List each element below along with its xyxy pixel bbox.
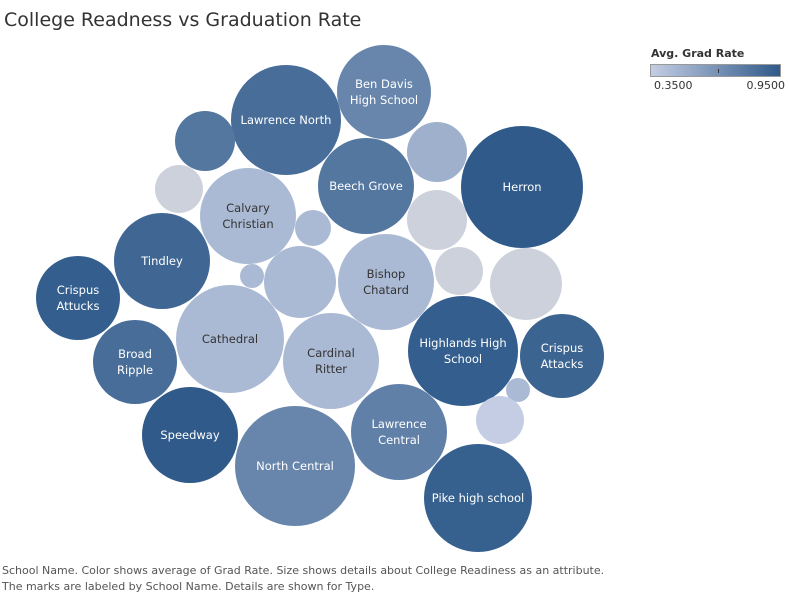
legend-min-label: 0.3500	[654, 79, 693, 92]
bubble-mark[interactable]: Lawrence Central	[351, 384, 447, 480]
bubble-mark[interactable]: Pike high school	[424, 444, 532, 552]
bubble-mark[interactable]: Lawrence North	[231, 65, 341, 175]
bubble-label: Pike high school	[432, 491, 524, 505]
bubble-mark[interactable]	[264, 246, 336, 318]
bubble-mark[interactable]	[490, 248, 562, 320]
chart-footer: School Name. Color shows average of Grad…	[2, 563, 604, 595]
bubble-mark[interactable]: Herron	[461, 126, 583, 248]
bubble-label: Tindley	[140, 254, 183, 268]
bubble-label: Ritter	[315, 362, 347, 376]
bubble-circle[interactable]	[175, 111, 235, 171]
legend-labels: 0.3500 0.9500	[650, 69, 785, 93]
bubble-label: Highlands High	[419, 336, 506, 350]
bubble-label: Ripple	[117, 363, 153, 377]
legend-max-label: 0.9500	[746, 79, 786, 92]
bubble-circle[interactable]	[36, 256, 120, 340]
bubble-circle[interactable]	[407, 190, 467, 250]
bubble-mark[interactable]	[407, 122, 467, 182]
bubble-mark[interactable]: Ben Davis High School	[337, 45, 431, 139]
bubble-label: Cathedral	[202, 332, 258, 346]
bubble-label: Beech Grove	[329, 179, 403, 193]
bubble-circle[interactable]	[318, 138, 414, 234]
bubble-mark[interactable]: Crispus Attucks	[36, 256, 120, 340]
bubble-mark[interactable]	[175, 111, 235, 171]
bubble-circle[interactable]	[506, 378, 530, 402]
bubble-label: Attucks	[57, 299, 100, 313]
bubble-label: Broad	[118, 347, 152, 361]
bubble-mark[interactable]	[407, 190, 467, 250]
bubble-mark[interactable]: North Central	[235, 406, 355, 526]
bubble-label: School	[444, 352, 482, 366]
bubble-label: Herron	[502, 180, 541, 194]
bubble-circle[interactable]	[424, 444, 532, 552]
bubble-label: Bishop	[367, 267, 406, 281]
bubble-circle[interactable]	[490, 248, 562, 320]
bubble-label: Crispus	[57, 283, 100, 297]
bubble-circle[interactable]	[231, 65, 341, 175]
bubble-mark[interactable]: Tindley	[114, 213, 210, 309]
chart-title: College Readness vs Graduation Rate	[4, 9, 362, 31]
bubble-mark[interactable]: Cathedral	[176, 285, 284, 393]
bubble-mark[interactable]	[155, 165, 203, 213]
bubble-mark[interactable]	[435, 247, 483, 295]
bubble-label: Christian	[222, 217, 273, 231]
bubble-label: Central	[378, 433, 420, 447]
bubble-label: Cardinal	[307, 346, 355, 360]
bubble-label: Lawrence North	[241, 113, 332, 127]
bubble-mark[interactable]: Calvary Christian	[200, 168, 296, 264]
bubble-circle[interactable]	[351, 384, 447, 480]
bubble-label: Speedway	[160, 428, 220, 442]
bubble-circle[interactable]	[435, 247, 483, 295]
bubble-mark[interactable]: Cardinal Ritter	[283, 313, 379, 409]
bubble-label: Calvary	[226, 201, 270, 215]
bubble-circle[interactable]	[461, 126, 583, 248]
bubble-circle[interactable]	[408, 296, 518, 406]
bubble-circle[interactable]	[235, 406, 355, 526]
bubble-circle[interactable]	[520, 314, 604, 398]
bubble-circle[interactable]	[176, 285, 284, 393]
bubble-circle[interactable]	[407, 122, 467, 182]
legend-gradient-bar	[650, 64, 781, 77]
bubble-label: Chatard	[363, 283, 409, 297]
bubble-label: Ben Davis	[355, 77, 413, 91]
bubble-circle[interactable]	[476, 396, 524, 444]
bubble-circle[interactable]	[200, 168, 296, 264]
bubble-chart: Herron Lawrence North Ben Davis High School…	[36, 45, 604, 552]
bubble-circle[interactable]	[295, 210, 331, 246]
bubble-circle[interactable]	[155, 165, 203, 213]
bubble-circle[interactable]	[114, 213, 210, 309]
bubble-mark[interactable]	[476, 396, 524, 444]
bubble-mark[interactable]: Highlands High School	[408, 296, 518, 406]
legend-tick	[718, 69, 719, 73]
color-legend: Avg. Grad Rate 0.3500 0.9500	[650, 47, 790, 93]
bubble-label: Crispus	[541, 341, 584, 355]
bubble-mark[interactable]: Speedway	[142, 387, 238, 483]
footer-line-1: School Name. Color shows average of Grad…	[2, 564, 605, 577]
bubble-mark[interactable]: Bishop Chatard	[338, 234, 434, 330]
bubble-label: High School	[350, 93, 418, 107]
bubble-label: Lawrence	[371, 417, 426, 431]
bubble-mark[interactable]: Beech Grove	[318, 138, 414, 234]
bubble-circle[interactable]	[283, 313, 379, 409]
bubble-mark[interactable]: Crispus Attacks	[520, 314, 604, 398]
bubble-circle[interactable]	[142, 387, 238, 483]
bubble-circle[interactable]	[264, 246, 336, 318]
bubble-mark[interactable]	[506, 378, 530, 402]
bubble-mark[interactable]	[295, 210, 331, 246]
bubble-label: North Central	[256, 459, 334, 473]
bubble-mark[interactable]: Broad Ripple	[93, 320, 177, 404]
bubble-label: Attacks	[541, 357, 584, 371]
legend-title: Avg. Grad Rate	[651, 47, 745, 60]
bubble-circle[interactable]	[240, 264, 264, 288]
bubble-circle[interactable]	[338, 234, 434, 330]
bubble-mark[interactable]	[240, 264, 264, 288]
bubble-circle[interactable]	[93, 320, 177, 404]
bubble-circle[interactable]	[337, 45, 431, 139]
footer-line-2: The marks are labeled by School Name. De…	[2, 580, 375, 593]
